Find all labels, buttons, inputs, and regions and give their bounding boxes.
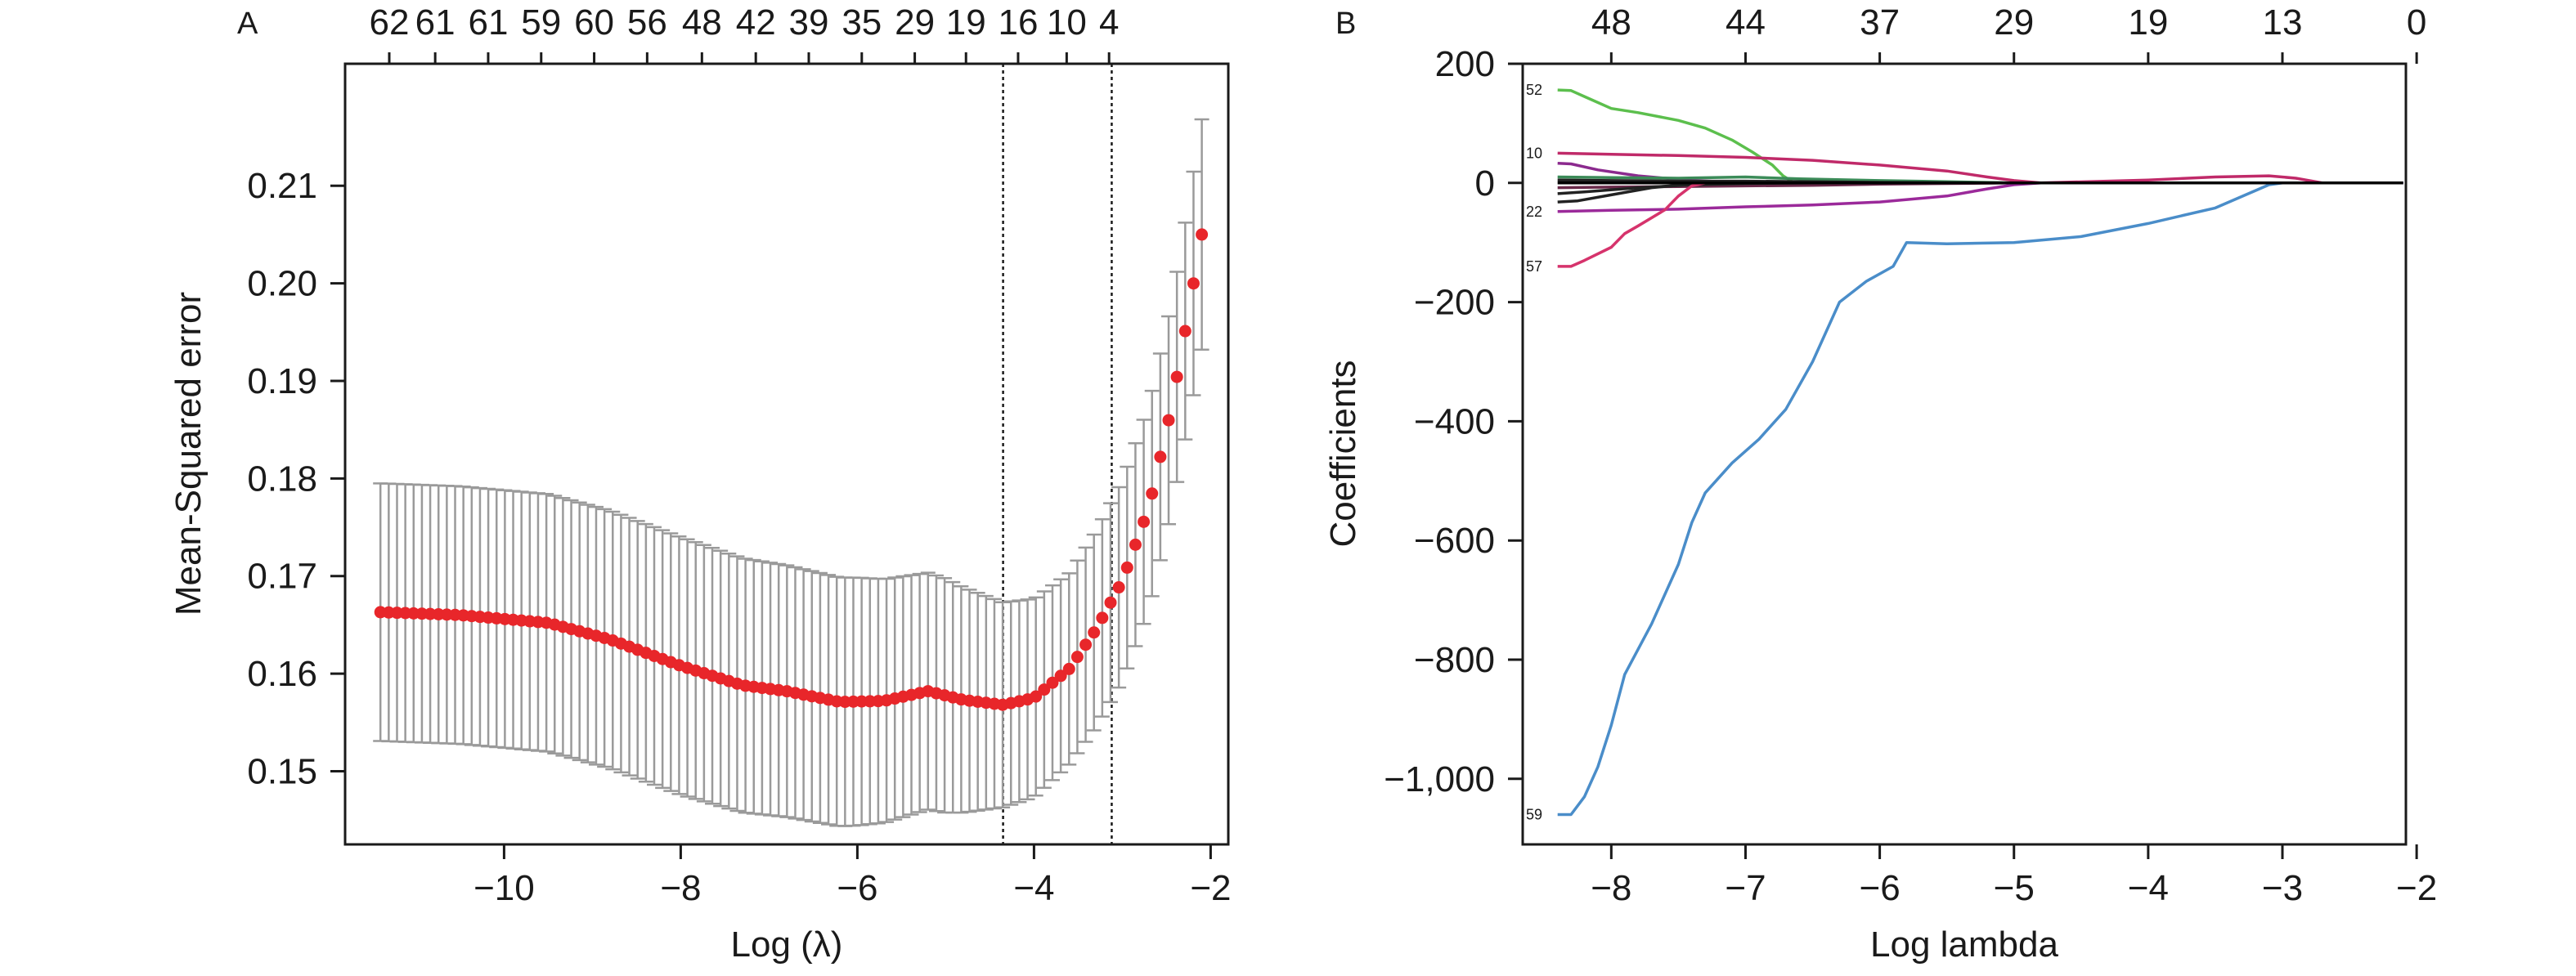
y-tick-label: 0.17 — [247, 557, 317, 597]
top-tick-label: 29 — [1994, 2, 2034, 43]
panel-b-letter: B — [1335, 7, 1356, 41]
y-tick-label: 0.20 — [247, 264, 317, 304]
panel-b-x-axis: −8 −7 −6 −5 −4 −3 −2 — [1591, 844, 2437, 908]
x-tick-label: −2 — [2396, 868, 2437, 908]
x-tick-label: −8 — [660, 868, 701, 908]
y-tick-label: 200 — [1435, 44, 1495, 84]
top-tick-label: 61 — [468, 2, 508, 43]
panel-b-top-axis: 48 44 37 29 19 13 0 — [1591, 2, 2426, 64]
panel-b: B 48 44 37 29 19 13 0 200 0 −200 −400 −600 −800 −1,0… — [1323, 2, 2437, 965]
top-tick-label: 4 — [1099, 2, 1119, 43]
coefficient-path-label: 52 — [1526, 82, 1542, 98]
top-tick-label: 35 — [841, 2, 882, 43]
x-tick-label: −4 — [2128, 868, 2169, 908]
y-tick-label: 0.19 — [247, 361, 317, 401]
top-tick-label: 19 — [946, 2, 986, 43]
panel-a-y-axis: 0.15 0.16 0.17 0.18 0.19 0.20 0.21 — [247, 166, 345, 791]
mse-point — [1030, 690, 1043, 703]
mse-point — [1096, 611, 1109, 625]
mse-point — [1162, 414, 1175, 427]
top-tick-label: 16 — [998, 2, 1038, 43]
y-tick-label: −200 — [1414, 283, 1495, 323]
top-tick-label: 48 — [1591, 2, 1631, 43]
top-tick-label: 0 — [2407, 2, 2426, 43]
mse-point — [1120, 561, 1133, 574]
x-tick-label: −5 — [1994, 868, 2035, 908]
panel-a-x-label: Log (λ) — [731, 925, 843, 965]
panel-a-error-bars — [373, 118, 1209, 827]
coefficient-path — [1557, 88, 1793, 183]
y-tick-label: 0.21 — [247, 166, 317, 206]
y-tick-label: −400 — [1414, 401, 1495, 441]
x-tick-label: −6 — [1860, 868, 1901, 908]
top-tick-label: 13 — [2263, 2, 2303, 43]
mse-point — [1062, 662, 1075, 675]
panel-b-y-label: Coefficients — [1323, 360, 1363, 547]
y-tick-label: −600 — [1414, 521, 1495, 561]
panel-b-frame — [1521, 62, 2408, 846]
top-tick-label: 44 — [1726, 2, 1766, 43]
coefficient-path-label: 10 — [1526, 145, 1542, 161]
x-tick-label: −3 — [2262, 868, 2303, 908]
top-tick-label: 61 — [415, 2, 456, 43]
mse-point — [1054, 669, 1067, 683]
y-tick-label: −800 — [1414, 640, 1495, 680]
mse-point — [1038, 683, 1051, 696]
mse-point — [1104, 596, 1117, 609]
mse-point — [1138, 515, 1151, 528]
x-tick-label: −7 — [1725, 868, 1766, 908]
panel-a: A 62 61 61 59 60 56 48 42 39 35 29 19 16 10 4 0.150.16… — [168, 2, 1231, 965]
top-tick-label: 62 — [370, 2, 410, 43]
mse-point — [1088, 626, 1101, 639]
top-tick-label: 19 — [2128, 2, 2168, 43]
mse-point — [1070, 651, 1084, 664]
coefficient-path-label: 57 — [1526, 258, 1542, 275]
top-tick-label: 39 — [789, 2, 829, 43]
y-tick-label: 0.15 — [247, 751, 317, 791]
top-tick-label: 29 — [895, 2, 935, 43]
panel-a-top-axis: 62 61 61 59 60 56 48 42 39 35 29 19 16 10 4 — [370, 2, 1119, 64]
mse-point — [1112, 581, 1125, 594]
top-tick-label: 10 — [1047, 2, 1087, 43]
mse-point — [1154, 450, 1167, 463]
mse-point — [1187, 277, 1200, 290]
y-tick-label: 0 — [1475, 163, 1495, 204]
y-tick-label: 0.18 — [247, 459, 317, 499]
y-tick-label: 0.16 — [247, 654, 317, 694]
coefficient-path — [1557, 181, 2403, 817]
mse-point — [1046, 676, 1059, 689]
top-tick-label: 37 — [1860, 2, 1900, 43]
x-tick-label: −4 — [1013, 868, 1054, 908]
mse-point — [1170, 370, 1183, 383]
mse-point — [1129, 538, 1142, 551]
panel-a-frame — [343, 62, 1230, 846]
mse-point — [1196, 228, 1209, 241]
coefficient-path-label: 22 — [1526, 204, 1542, 220]
x-tick-label: −2 — [1190, 868, 1231, 908]
top-tick-label: 42 — [736, 2, 776, 43]
top-tick-label: 60 — [574, 2, 614, 43]
panel-a-x-axis: −10 −8 −6 −4 −2 — [473, 844, 1231, 908]
panel-b-y-axis: 200 0 −200 −400 −600 −800 −1,000 — [1384, 44, 1523, 799]
mse-point — [1079, 638, 1093, 651]
top-tick-label: 48 — [682, 2, 722, 43]
panel-b-coefficient-paths — [1557, 88, 2403, 817]
mse-point — [1178, 325, 1192, 338]
panel-a-letter: A — [237, 7, 258, 41]
x-tick-label: −6 — [837, 868, 877, 908]
x-tick-label: −8 — [1591, 868, 1631, 908]
coefficient-path — [1557, 181, 1813, 268]
top-tick-label: 59 — [521, 2, 561, 43]
coefficient-path-label: 59 — [1526, 807, 1542, 823]
mse-point — [1146, 487, 1159, 500]
panel-a-y-label: Mean-Squared error — [168, 292, 209, 616]
top-tick-label: 56 — [627, 2, 667, 43]
panel-a-points — [374, 228, 1209, 711]
panel-b-path-labels: 52 10 22 57 59 — [1526, 82, 1542, 822]
y-tick-label: −1,000 — [1384, 759, 1495, 799]
panel-b-x-label: Log lambda — [1870, 925, 2058, 965]
x-tick-label: −10 — [473, 868, 535, 908]
coefficient-path — [1557, 151, 2403, 185]
